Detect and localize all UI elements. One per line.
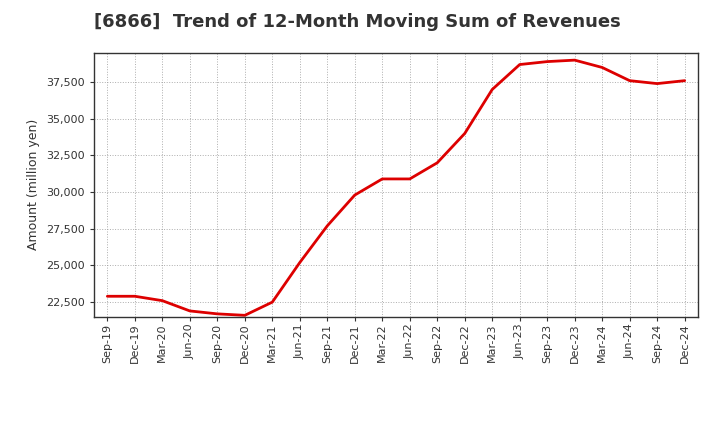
Y-axis label: Amount (million yen): Amount (million yen) xyxy=(27,119,40,250)
Text: [6866]  Trend of 12-Month Moving Sum of Revenues: [6866] Trend of 12-Month Moving Sum of R… xyxy=(94,13,621,31)
